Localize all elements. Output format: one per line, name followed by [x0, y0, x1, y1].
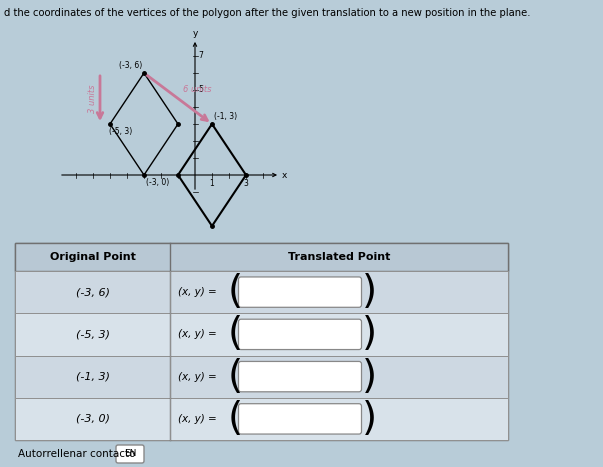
- Text: (-3, 0): (-3, 0): [146, 178, 169, 187]
- Text: (x, y) =: (x, y) =: [178, 329, 216, 340]
- Text: (-1, 3): (-1, 3): [75, 372, 110, 382]
- Polygon shape: [15, 398, 508, 440]
- Text: (x, y) =: (x, y) =: [178, 372, 216, 382]
- Text: ): ): [362, 400, 377, 438]
- FancyBboxPatch shape: [239, 277, 362, 307]
- Text: d the coordinates of the vertices of the polygon after the given translation to : d the coordinates of the vertices of the…: [4, 8, 531, 18]
- FancyBboxPatch shape: [239, 319, 362, 350]
- Text: (-3, 0): (-3, 0): [75, 414, 110, 424]
- Text: (-5, 3): (-5, 3): [75, 329, 110, 340]
- Text: 5: 5: [198, 85, 203, 94]
- Text: (-3, 6): (-3, 6): [119, 61, 142, 70]
- FancyBboxPatch shape: [239, 361, 362, 392]
- Text: 3 units: 3 units: [88, 84, 97, 113]
- Text: y: y: [192, 29, 198, 38]
- Text: (x, y) =: (x, y) =: [178, 287, 216, 297]
- FancyBboxPatch shape: [116, 445, 144, 463]
- Text: (: (: [228, 400, 243, 438]
- Text: EN: EN: [124, 450, 136, 459]
- Text: (: (: [228, 315, 243, 354]
- Text: 1: 1: [210, 179, 215, 188]
- Text: (-3, 6): (-3, 6): [75, 287, 110, 297]
- FancyBboxPatch shape: [239, 403, 362, 434]
- Text: 7: 7: [198, 51, 203, 61]
- Polygon shape: [15, 355, 508, 398]
- Polygon shape: [15, 313, 508, 355]
- Text: ): ): [362, 358, 377, 396]
- Text: (-5, 3): (-5, 3): [109, 127, 132, 136]
- Text: (: (: [228, 273, 243, 311]
- Text: Original Point: Original Point: [49, 252, 136, 262]
- Text: 3: 3: [244, 179, 248, 188]
- Polygon shape: [15, 243, 508, 271]
- Text: ): ): [362, 273, 377, 311]
- Text: (x, y) =: (x, y) =: [178, 414, 216, 424]
- Text: (: (: [228, 358, 243, 396]
- Text: Translated Point: Translated Point: [288, 252, 390, 262]
- Polygon shape: [15, 271, 508, 313]
- Text: 6 units: 6 units: [183, 85, 212, 93]
- Text: ): ): [362, 315, 377, 354]
- Polygon shape: [15, 243, 508, 440]
- Text: (-1, 3): (-1, 3): [214, 112, 237, 121]
- Text: Autorrellenar contacto: Autorrellenar contacto: [18, 449, 136, 459]
- Text: x: x: [282, 170, 288, 179]
